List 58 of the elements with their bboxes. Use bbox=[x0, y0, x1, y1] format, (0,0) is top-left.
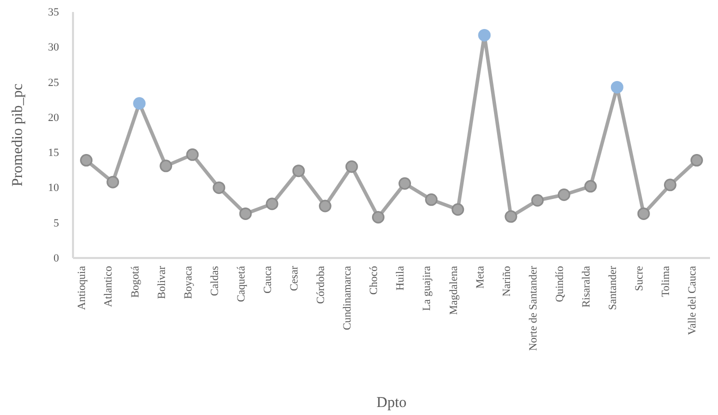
point bbox=[345, 160, 358, 173]
x-tick-label: Cauca bbox=[262, 266, 274, 294]
x-tick-label: Caldas bbox=[208, 266, 221, 296]
x-tick-label: Valle del Cauca bbox=[686, 266, 699, 336]
point bbox=[239, 207, 252, 220]
point bbox=[425, 193, 438, 206]
x-tick-label: Nariño bbox=[500, 266, 513, 297]
point bbox=[452, 203, 464, 216]
x-tick-label: Magdalena bbox=[448, 266, 460, 315]
x-tick-label: Sucre bbox=[634, 266, 646, 292]
point bbox=[584, 180, 597, 193]
x-tick-label: Cundinamarca bbox=[342, 266, 354, 330]
y-axis-title: Promedio pib_pc bbox=[10, 83, 26, 186]
x-tick-label: Santander bbox=[607, 266, 620, 310]
y-tick-label: 5 bbox=[54, 217, 60, 230]
y-tick-label: 30 bbox=[48, 42, 60, 54]
point bbox=[80, 154, 93, 167]
point bbox=[266, 198, 278, 210]
x-tick-label: Bogotá bbox=[129, 266, 142, 298]
point bbox=[318, 200, 332, 212]
point bbox=[478, 28, 491, 42]
x-tick-label: La guajira bbox=[421, 266, 434, 311]
point bbox=[664, 178, 676, 192]
point bbox=[292, 164, 305, 178]
x-axis-title: Dpto bbox=[376, 395, 406, 411]
point bbox=[212, 181, 226, 194]
point bbox=[610, 80, 624, 94]
y-tick-label: 20 bbox=[48, 112, 60, 124]
x-tick-label: Boyaca bbox=[182, 266, 194, 299]
y-tick-label: 15 bbox=[48, 147, 60, 160]
point bbox=[133, 97, 146, 110]
x-tick-label: Norte de Santander bbox=[527, 266, 540, 351]
x-tick-label: Antioquia bbox=[76, 266, 88, 310]
x-tick-label: Risaralda bbox=[580, 266, 592, 308]
x-tick-label: Quindío bbox=[554, 266, 566, 302]
y-tick-label: 0 bbox=[54, 252, 60, 265]
x-tick-label: Chocó bbox=[368, 266, 380, 295]
x-tick-label: Atlantico bbox=[102, 266, 115, 307]
point bbox=[558, 188, 570, 201]
x-tick-label: Huila bbox=[394, 266, 407, 290]
y-tick-label: 35 bbox=[48, 6, 60, 19]
x-tick-label: Córdoba bbox=[315, 266, 328, 304]
x-tick-label: Caquetá bbox=[235, 266, 248, 302]
point bbox=[637, 207, 650, 220]
y-tick-label: 25 bbox=[48, 76, 60, 89]
point bbox=[106, 176, 120, 188]
x-tick-label: Bolivar bbox=[156, 266, 168, 299]
x-tick-label: Tolima bbox=[660, 266, 672, 298]
point bbox=[186, 148, 199, 161]
point bbox=[690, 154, 703, 167]
point bbox=[504, 210, 518, 223]
y-tick-label: 10 bbox=[48, 182, 60, 194]
point bbox=[372, 210, 384, 224]
x-tick-label: Cesar bbox=[288, 266, 301, 292]
point bbox=[160, 160, 172, 172]
point bbox=[531, 194, 544, 207]
point bbox=[398, 177, 412, 190]
x-tick-label: Meta bbox=[474, 266, 486, 289]
